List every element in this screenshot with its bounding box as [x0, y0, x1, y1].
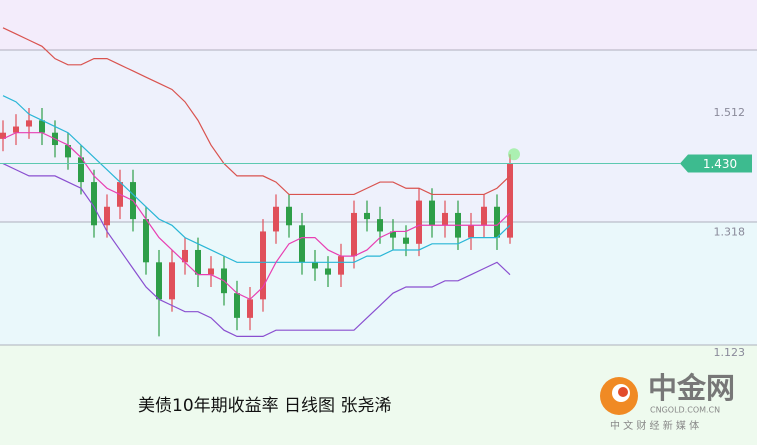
candle-body	[351, 212, 357, 257]
indicator-line	[2, 132, 511, 301]
candle-body	[481, 206, 487, 226]
candle-body	[442, 212, 448, 226]
candle-body	[312, 262, 318, 269]
y-tick-label: 1.512	[714, 106, 746, 119]
candle-body	[39, 120, 45, 133]
candle-body	[364, 212, 370, 220]
candle-body	[208, 268, 214, 275]
logo-name: 中金网	[648, 371, 735, 405]
logo-icon	[618, 387, 628, 397]
candle-body	[247, 299, 253, 318]
y-tick-label: 1.318	[714, 226, 746, 239]
indicator-line	[2, 27, 511, 196]
logo: 中金网 CNGOLD.COM.CN 中 文 财 经 新 媒 体	[600, 371, 735, 432]
candle-body	[260, 231, 266, 300]
candle-body	[65, 145, 71, 158]
candle-body	[507, 163, 513, 238]
candle-body	[0, 132, 6, 139]
candle-body	[390, 231, 396, 238]
candle-body	[403, 237, 409, 244]
caption: 美债10年期收益率 日线图 张尧浠	[138, 396, 391, 416]
candle-body	[338, 256, 344, 275]
y-tick-label: 1.123	[714, 346, 746, 359]
candle-body	[156, 262, 162, 300]
candle-body	[429, 200, 435, 226]
candle-body	[325, 268, 331, 275]
candle-body	[234, 293, 240, 318]
candle-body	[169, 262, 175, 300]
indicator-line	[2, 95, 511, 263]
background-band	[0, 0, 757, 50]
candle-body	[182, 249, 188, 263]
logo-domain: CNGOLD.COM.CN	[650, 406, 720, 415]
candle-body	[195, 249, 201, 275]
candle-body	[91, 182, 97, 226]
candle-body	[468, 225, 474, 238]
candle-body	[104, 206, 110, 226]
last-price-tag	[680, 154, 752, 173]
background-band	[0, 222, 757, 345]
plot	[0, 27, 520, 337]
candle-body	[416, 200, 422, 244]
candle-body	[377, 219, 383, 232]
logo-slogan: 中 文 财 经 新 媒 体	[610, 419, 699, 432]
candle-body	[299, 225, 305, 263]
candle-body	[143, 219, 149, 263]
candle-body	[26, 120, 32, 127]
indicator-line	[2, 163, 511, 337]
candle-body	[286, 206, 292, 226]
candle-body	[494, 206, 500, 238]
last-price-label: 1.430	[703, 157, 737, 171]
background-band	[0, 50, 757, 222]
last-glow	[508, 148, 520, 161]
candle-body	[273, 206, 279, 232]
candle-body	[13, 126, 19, 133]
candle-body	[78, 157, 84, 183]
